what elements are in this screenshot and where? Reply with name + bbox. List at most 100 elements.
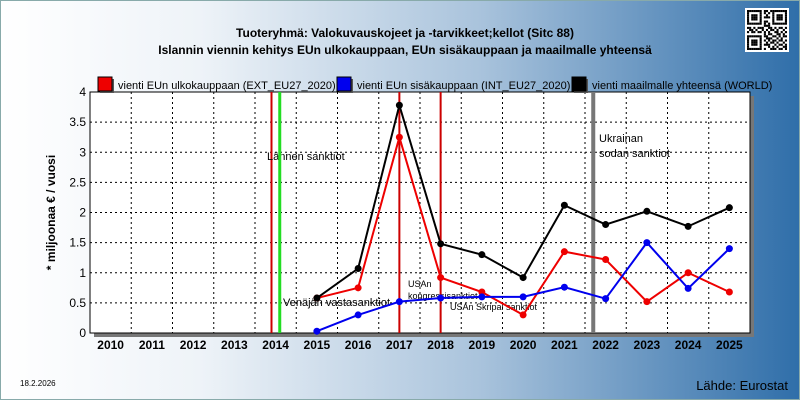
- qr-module: [759, 22, 762, 25]
- x-tick-label: 2013: [221, 338, 248, 352]
- legend-label-int: vienti EUn sisäkauppaan (INT_EU27_2020): [357, 80, 570, 92]
- data-point-int: [395, 298, 403, 306]
- qr-module: [768, 16, 771, 19]
- qr-module: [774, 10, 777, 13]
- qr-module: [770, 28, 773, 32]
- qr-module: [753, 18, 756, 21]
- qr-module: [759, 43, 762, 46]
- qr-module: [782, 10, 785, 13]
- qr-module: [755, 28, 758, 32]
- data-point-world: [478, 251, 486, 259]
- qr-module: [765, 43, 769, 46]
- qr-module: [755, 10, 758, 13]
- qr-module: [747, 37, 750, 40]
- qr-module: [765, 35, 769, 38]
- qr-module: [747, 39, 750, 42]
- qr-module: [770, 41, 773, 44]
- data-point-int: [354, 311, 362, 319]
- data-point-ext: [560, 248, 568, 256]
- qr-module: [751, 47, 754, 50]
- qr-module: [774, 26, 777, 29]
- qr-module: [763, 20, 766, 23]
- qr-module: [747, 43, 750, 46]
- qr-module: [763, 47, 766, 50]
- qr-module: [749, 35, 752, 38]
- qr-module: [768, 24, 771, 27]
- qr-module: [753, 31, 756, 34]
- qr-module: [770, 37, 773, 40]
- qr-module: [751, 16, 754, 19]
- qr-module: [776, 31, 779, 34]
- qr-module: [751, 43, 754, 46]
- qr-module: [747, 10, 750, 13]
- x-tick-label: 2012: [180, 338, 207, 352]
- y-tick-label: 3.5: [69, 115, 86, 129]
- qr-module: [768, 43, 771, 46]
- date-label: 18.2.2026: [20, 379, 56, 388]
- data-point-int: [560, 283, 568, 291]
- qr-module: [774, 35, 777, 38]
- qr-module: [784, 43, 787, 46]
- qr-module: [751, 28, 754, 32]
- data-point-ext: [519, 311, 527, 319]
- qr-module: [768, 45, 771, 48]
- qr-module: [768, 12, 771, 15]
- qr-module: [751, 22, 754, 25]
- x-tick-label: 2016: [345, 338, 372, 352]
- qr-module: [763, 33, 766, 36]
- qr-module: [784, 35, 787, 38]
- annotation-label: Ukrainan: [599, 133, 643, 145]
- qr-module: [770, 47, 773, 50]
- qr-module: [753, 43, 756, 46]
- qr-module: [747, 26, 750, 29]
- x-tick-label: 2019: [469, 338, 496, 352]
- qr-module: [765, 10, 769, 13]
- qr-module: [765, 24, 769, 27]
- x-tick-label: 2014: [262, 338, 289, 352]
- qr-module: [780, 14, 783, 17]
- qr-module: [772, 14, 775, 17]
- qr-module: [755, 47, 758, 50]
- qr-module: [772, 35, 775, 38]
- data-point-int: [313, 327, 321, 335]
- qr-module: [761, 26, 764, 29]
- qr-module: [749, 10, 752, 13]
- qr-module: [747, 31, 750, 34]
- qr-module: [763, 43, 766, 46]
- qr-module: [747, 41, 750, 44]
- legend-swatch-int: [336, 76, 352, 92]
- qr-module: [755, 39, 758, 42]
- qr-module: [774, 22, 777, 25]
- qr-module: [768, 22, 771, 25]
- qr-module: [751, 41, 754, 44]
- data-point-world: [519, 274, 527, 282]
- qr-module: [778, 33, 781, 36]
- qr-module: [780, 39, 783, 42]
- qr-module: [784, 31, 787, 34]
- data-point-ext: [602, 255, 610, 263]
- legend-label-ext: vienti EUn ulkokauppaan (EXT_EU27_2020): [118, 80, 336, 92]
- chart-subtitle: Islannin viennin kehitys EUn ulkokauppaa…: [158, 43, 652, 57]
- data-point-ext: [643, 298, 651, 306]
- qr-module: [765, 41, 769, 44]
- qr-module: [784, 45, 787, 48]
- qr-module: [765, 20, 769, 23]
- qr-module: [753, 14, 756, 17]
- qr-module: [753, 26, 756, 29]
- qr-module: [772, 20, 775, 23]
- data-point-int: [643, 239, 651, 247]
- qr-module: [751, 35, 754, 38]
- qr-module: [776, 10, 779, 13]
- qr-module: [749, 22, 752, 25]
- qr-module: [757, 31, 760, 34]
- data-point-int: [725, 245, 733, 253]
- qr-module: [765, 16, 769, 19]
- data-point-world: [725, 204, 733, 212]
- qr-module: [780, 22, 783, 25]
- y-tick-label: 2.5: [69, 175, 86, 189]
- qr-module: [768, 33, 771, 36]
- qr-module: [772, 12, 775, 15]
- qr-module: [757, 47, 760, 50]
- qr-module: [749, 26, 752, 29]
- qr-module: [780, 47, 783, 50]
